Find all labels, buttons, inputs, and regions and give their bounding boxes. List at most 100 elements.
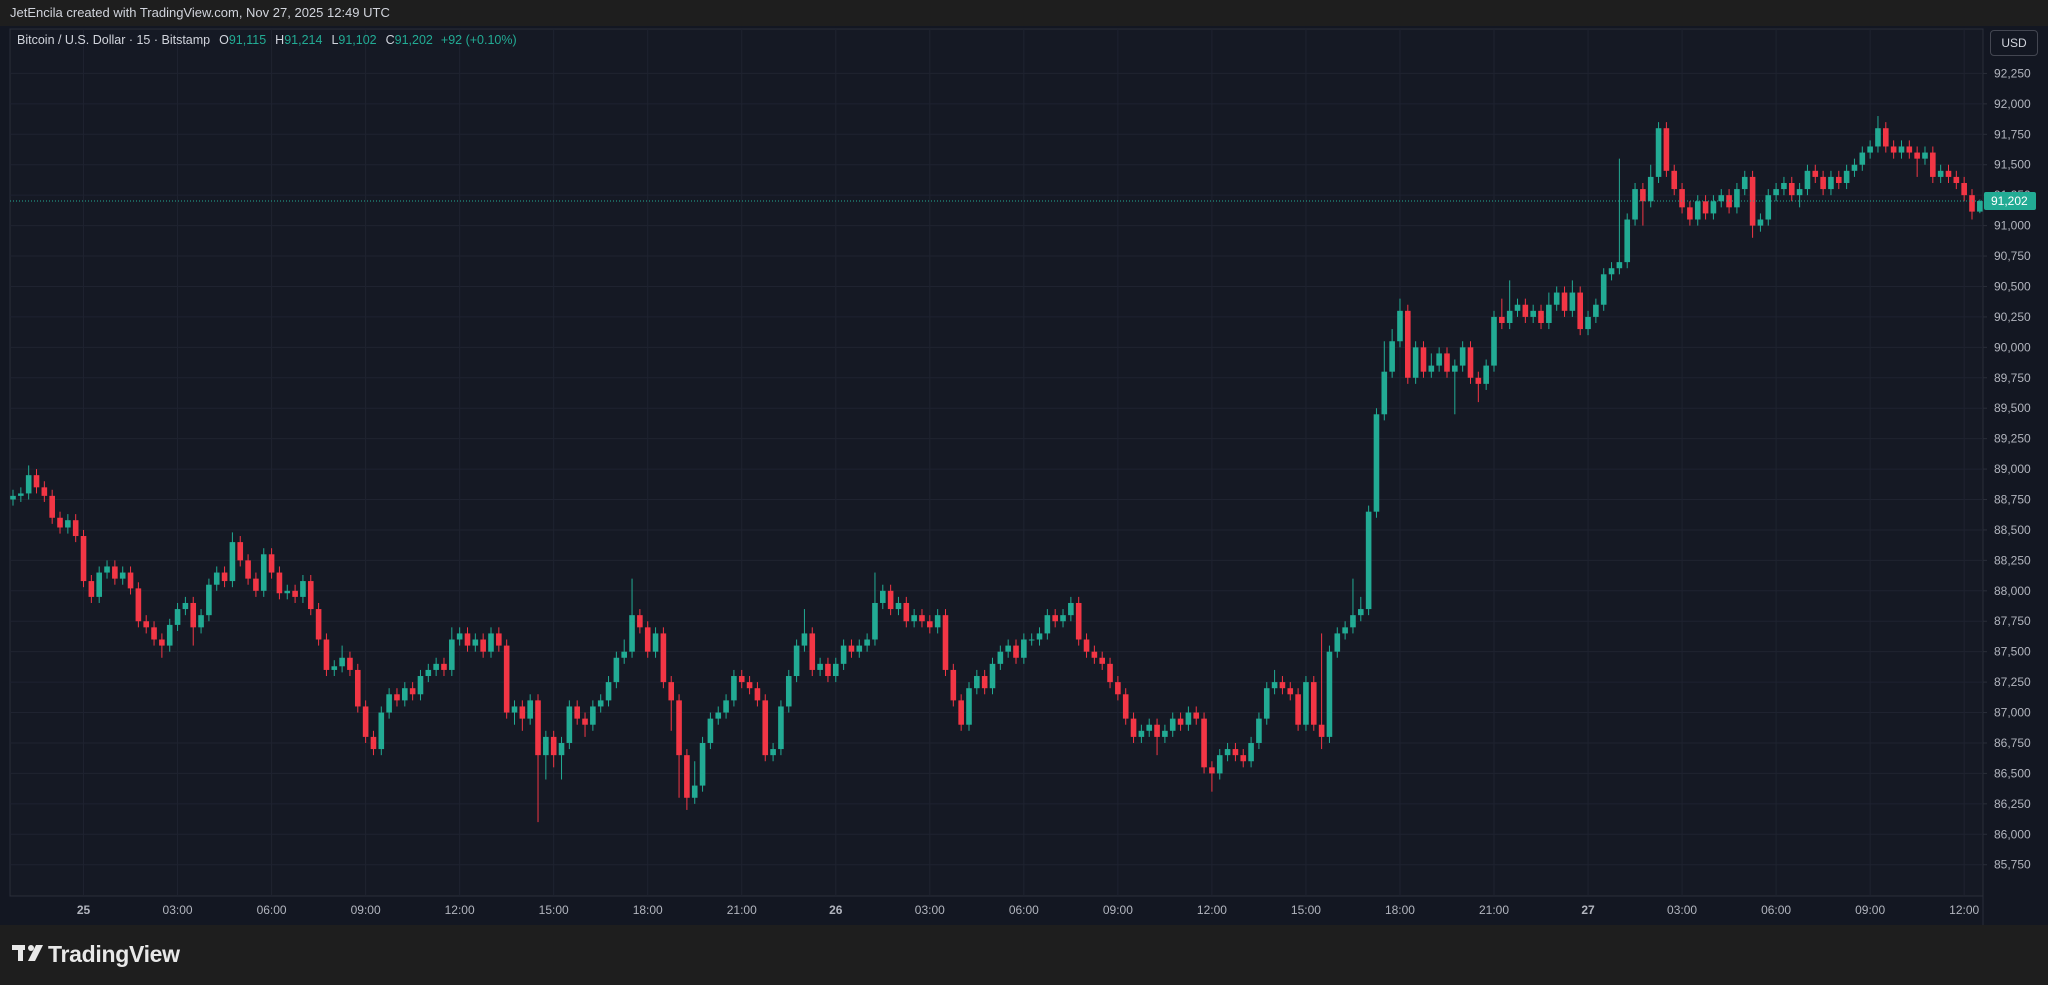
- candle-body: [409, 688, 416, 695]
- candle-body: [104, 566, 110, 573]
- candle-body: [41, 487, 48, 496]
- candle-body: [1021, 639, 1027, 658]
- candle-body: [18, 493, 24, 496]
- legend-key: H: [275, 33, 285, 47]
- candle-body: [1710, 201, 1717, 214]
- x-tick-label: 18:00: [633, 903, 663, 917]
- candle-body: [1898, 146, 1905, 153]
- candle-body: [96, 572, 102, 597]
- candle-body: [276, 572, 283, 594]
- candle-body: [1263, 688, 1270, 719]
- candle-body: [1655, 128, 1662, 177]
- candle-body: [1083, 639, 1090, 652]
- candle-body: [1216, 755, 1223, 774]
- candle-body: [441, 663, 447, 670]
- candle-body: [1365, 511, 1372, 610]
- candle-body: [535, 700, 541, 756]
- candle-body: [1491, 316, 1497, 366]
- candle-body: [354, 669, 361, 707]
- candle-body: [637, 615, 643, 628]
- candle-body: [1749, 176, 1756, 226]
- candle-body: [950, 669, 957, 701]
- header-text: JetEncila created with TradingView.com, …: [10, 5, 390, 20]
- candle-body: [1945, 170, 1952, 177]
- candle-body: [1005, 645, 1011, 652]
- x-tick-label: 18:00: [1385, 903, 1415, 917]
- candle-body: [1193, 712, 1200, 719]
- candle-body: [879, 590, 886, 603]
- candle-body: [1585, 316, 1591, 330]
- candle-body: [1640, 189, 1646, 202]
- x-tick-label: 09:00: [1855, 903, 1885, 917]
- currency-button[interactable]: USD: [1990, 30, 2038, 56]
- legend-value: 91,214: [284, 33, 323, 47]
- x-tick-label: 09:00: [351, 903, 381, 917]
- candle-body: [707, 718, 714, 743]
- candle-body: [1914, 152, 1920, 159]
- candle-body: [550, 736, 557, 756]
- candle-body: [699, 742, 706, 786]
- candle-body: [1405, 310, 1411, 378]
- brand-logo: [12, 945, 43, 961]
- candle-body: [1632, 189, 1638, 220]
- candle-body: [895, 602, 902, 610]
- candle-body: [1890, 146, 1897, 153]
- candle-body: [934, 615, 941, 628]
- candle-body: [1937, 170, 1944, 177]
- candle-body: [159, 639, 165, 646]
- candle-body: [746, 682, 753, 689]
- candle-body: [1068, 602, 1074, 616]
- x-tick-label: 12:00: [1949, 903, 1979, 917]
- candle-body: [206, 584, 212, 616]
- candle-body: [1209, 767, 1215, 774]
- candle-body: [1350, 615, 1356, 628]
- candle-body: [1130, 718, 1137, 737]
- candle-body: [1593, 304, 1599, 317]
- x-tick-label: 25: [77, 903, 91, 917]
- candle-body: [691, 785, 698, 798]
- candle-body: [785, 676, 792, 707]
- candle-body: [590, 706, 596, 725]
- candle-body: [496, 633, 502, 646]
- x-tick-label: 06:00: [1009, 903, 1039, 917]
- candle-body: [605, 682, 612, 701]
- y-tick-label: 88,000: [1994, 584, 2031, 598]
- legend-key: O: [219, 33, 229, 47]
- candle-body: [1326, 651, 1333, 737]
- candle-body: [1718, 195, 1725, 202]
- x-tick-label: 12:00: [1197, 903, 1227, 917]
- candle-body: [864, 639, 870, 646]
- y-tick-label: 91,000: [1994, 219, 2031, 233]
- candle-body: [887, 590, 894, 610]
- legend-key: L: [331, 33, 339, 47]
- legend-value: 91,202: [394, 33, 433, 47]
- x-tick-label: 21:00: [1479, 903, 1509, 917]
- candle-body: [253, 578, 259, 591]
- candle-body: [1671, 170, 1678, 190]
- candle-body: [1828, 176, 1834, 190]
- candle-body: [848, 645, 855, 652]
- brand-name: TradingView: [48, 941, 180, 967]
- y-tick-label: 88,500: [1994, 523, 2031, 537]
- candle-body: [1906, 146, 1913, 153]
- y-tick-label: 90,500: [1994, 279, 2031, 293]
- candle-body: [1357, 609, 1364, 616]
- candle-body: [1099, 657, 1106, 664]
- candle-body: [1522, 304, 1529, 317]
- candle-body: [1420, 347, 1427, 372]
- candle-body: [1969, 195, 1975, 212]
- candle-body: [347, 657, 353, 670]
- candle-body: [1075, 602, 1082, 640]
- logo-part: [28, 945, 43, 961]
- candle-body: [260, 554, 267, 591]
- candle-body: [644, 627, 651, 652]
- candle-body: [1608, 268, 1615, 275]
- candle-body: [119, 572, 126, 579]
- candle-body: [1342, 627, 1348, 634]
- candle-body: [1687, 207, 1693, 220]
- y-tick-label: 88,750: [1994, 493, 2031, 507]
- candle-body: [284, 590, 291, 594]
- top-bar: JetEncila created with TradingView.com, …: [0, 0, 2048, 26]
- candle-body: [684, 755, 690, 798]
